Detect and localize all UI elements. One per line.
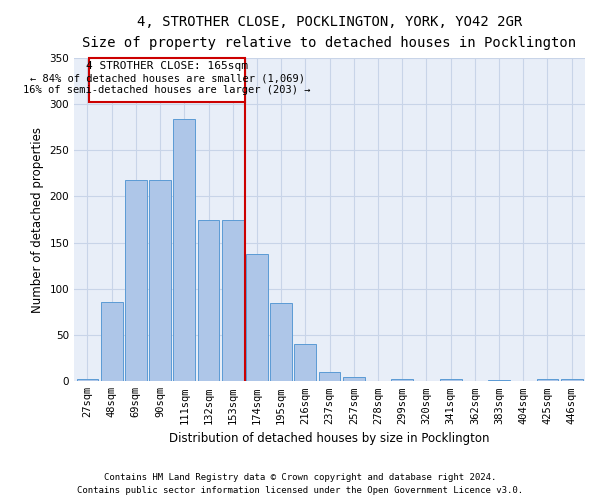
Bar	[391, 380, 413, 382]
Bar	[101, 302, 122, 382]
Title: 4, STROTHER CLOSE, POCKLINGTON, YORK, YO42 2GR
Size of property relative to deta: 4, STROTHER CLOSE, POCKLINGTON, YORK, YO…	[82, 15, 577, 50]
Bar	[536, 380, 559, 382]
Bar	[222, 220, 244, 382]
Bar	[319, 372, 340, 382]
Bar	[270, 302, 292, 382]
Bar	[440, 378, 461, 382]
Text: Contains HM Land Registry data © Crown copyright and database right 2024.
Contai: Contains HM Land Registry data © Crown c…	[77, 474, 523, 495]
Text: 16% of semi-detached houses are larger (203) →: 16% of semi-detached houses are larger (…	[23, 85, 311, 95]
Bar	[295, 344, 316, 382]
Bar	[173, 118, 195, 382]
Text: ← 84% of detached houses are smaller (1,069): ← 84% of detached houses are smaller (1,…	[29, 73, 305, 83]
Bar	[343, 376, 365, 382]
Bar	[125, 180, 147, 382]
Bar	[246, 254, 268, 382]
Bar	[89, 58, 245, 102]
X-axis label: Distribution of detached houses by size in Pocklington: Distribution of detached houses by size …	[169, 432, 490, 445]
Bar	[77, 378, 98, 382]
Bar	[488, 380, 510, 382]
Bar	[561, 380, 583, 382]
Bar	[149, 180, 171, 382]
Y-axis label: Number of detached properties: Number of detached properties	[31, 126, 44, 312]
Text: 4 STROTHER CLOSE: 165sqm: 4 STROTHER CLOSE: 165sqm	[86, 61, 248, 71]
Bar	[197, 220, 220, 382]
